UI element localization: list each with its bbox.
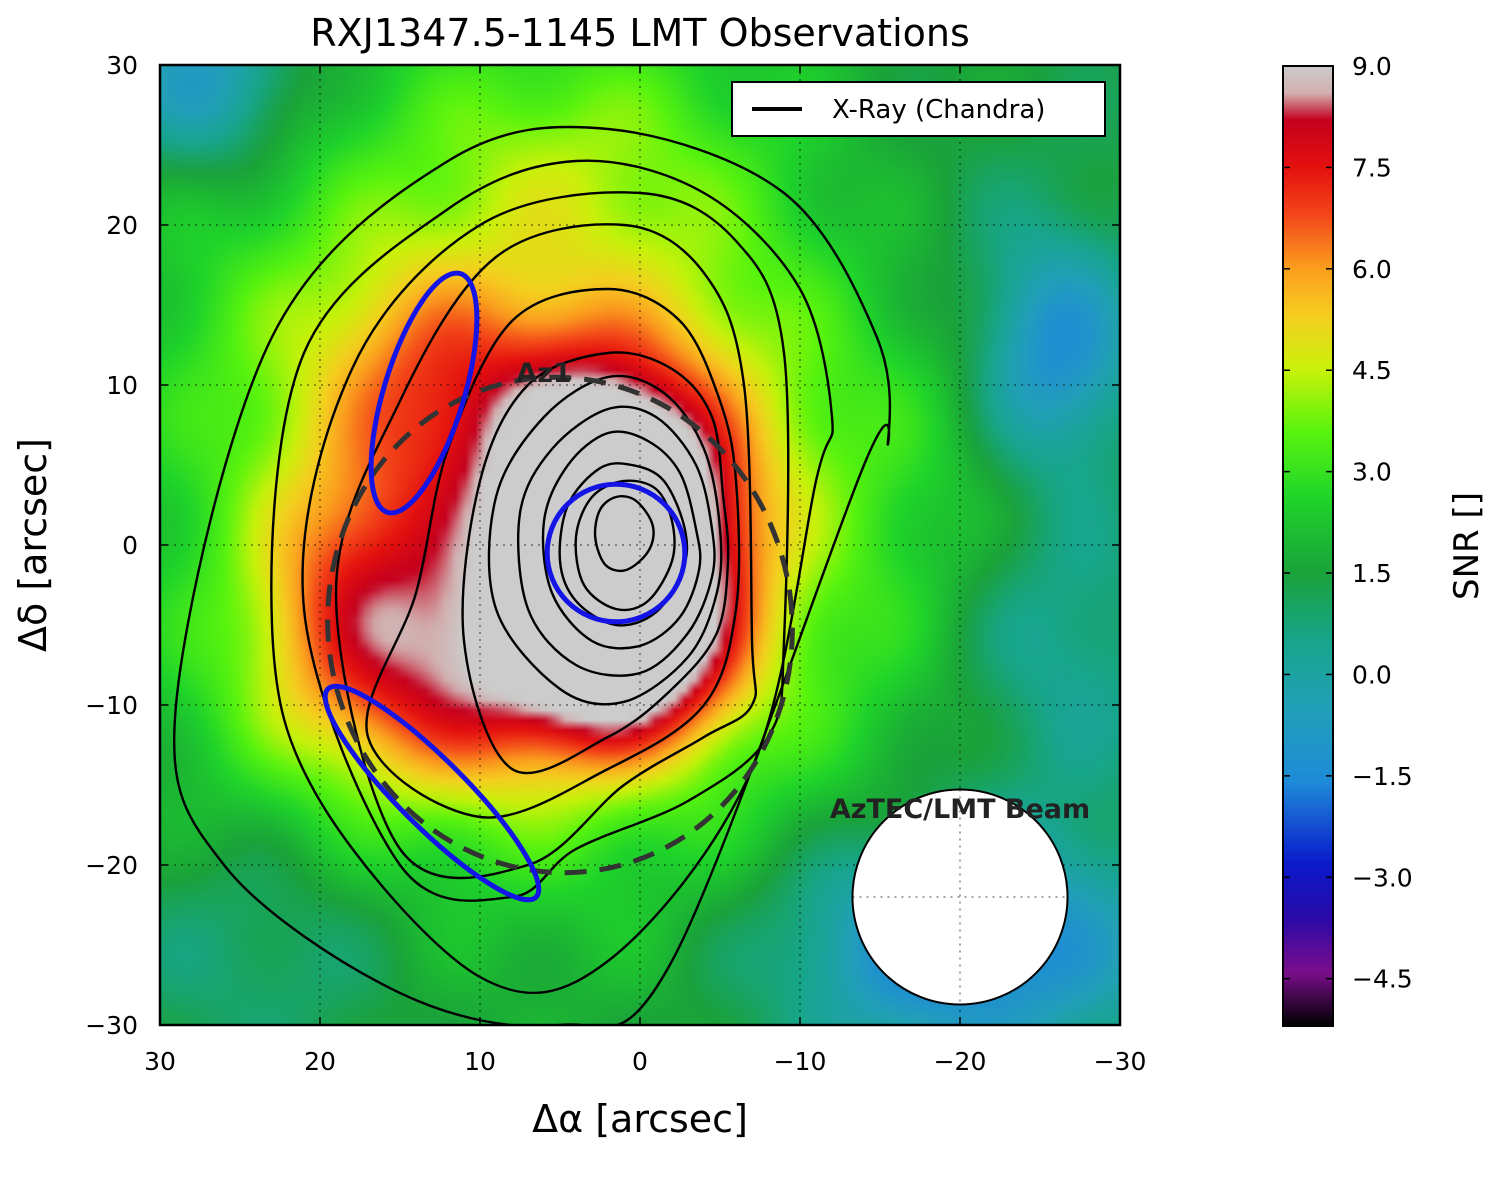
xray-contours bbox=[172, 125, 892, 1025]
xray-contour bbox=[517, 405, 716, 677]
x-tick-label: −10 bbox=[774, 1047, 827, 1076]
x-tick-label: −30 bbox=[1094, 1047, 1147, 1076]
blue-ellipse bbox=[322, 683, 542, 903]
colorbar-tick-label: 3.0 bbox=[1352, 458, 1392, 487]
az1-label: Az1 bbox=[516, 358, 571, 389]
x-tick-label: 20 bbox=[304, 1047, 336, 1076]
colorbar: 9.0 7.5 6.0 4.5 3.0 1.5 0.0 −1.5 −3.0 −4.5 SNR [] bbox=[1282, 52, 1487, 1027]
beam-label: AzTEC/LMT Beam bbox=[830, 794, 1090, 825]
xray-contour bbox=[593, 495, 655, 573]
y-tick-label: −20 bbox=[85, 851, 138, 880]
az1-region-ellipse bbox=[325, 374, 795, 876]
colorbar-tick-label: 6.0 bbox=[1352, 255, 1392, 284]
colorbar-tick-label: 0.0 bbox=[1352, 660, 1392, 689]
y-tick-label: 20 bbox=[106, 211, 138, 240]
xray-contour bbox=[461, 351, 730, 775]
overlays bbox=[322, 270, 1069, 1006]
colorbar-tick-label: 1.5 bbox=[1352, 559, 1392, 588]
y-tick-label: 10 bbox=[106, 371, 138, 400]
y-tick-label: 30 bbox=[106, 51, 138, 80]
xray-contour bbox=[365, 287, 741, 819]
y-tick-label: −10 bbox=[85, 691, 138, 720]
x-tick-label: 30 bbox=[144, 1047, 176, 1076]
colorbar-tick-label: −3.0 bbox=[1352, 863, 1413, 892]
y-tick-label: 0 bbox=[122, 531, 138, 560]
xray-contour bbox=[301, 191, 790, 902]
legend-label-xray: X-Ray (Chandra) bbox=[832, 95, 1045, 125]
xray-contour bbox=[487, 374, 723, 706]
xray-contour bbox=[172, 125, 892, 1025]
chart-title: RXJ1347.5-1145 LMT Observations bbox=[310, 11, 970, 55]
colorbar-tick-label: 4.5 bbox=[1352, 356, 1392, 385]
xray-contour bbox=[541, 430, 702, 650]
colorbar-tick-label: 9.0 bbox=[1352, 52, 1392, 81]
colorbar-tick-label: −1.5 bbox=[1352, 762, 1413, 791]
x-axis-title: Δα [arcsec] bbox=[532, 1097, 748, 1141]
x-tick-label: 10 bbox=[464, 1047, 496, 1076]
colorbar-label: SNR [] bbox=[1447, 492, 1487, 600]
blue-ellipse bbox=[368, 270, 480, 516]
xray-contour bbox=[270, 159, 834, 995]
y-tick-label: −30 bbox=[85, 1011, 138, 1040]
colorbar-gradient bbox=[1282, 65, 1334, 1027]
y-axis-title: Δδ [arcsec] bbox=[11, 438, 55, 652]
colorbar-tick-label: −4.5 bbox=[1352, 965, 1413, 994]
colorbar-ticks: 9.0 7.5 6.0 4.5 3.0 1.5 0.0 −1.5 −3.0 −4.5 bbox=[1283, 52, 1413, 994]
legend: X-Ray (Chandra) bbox=[731, 81, 1106, 137]
x-tick-label: 0 bbox=[632, 1047, 648, 1076]
blue-ellipse bbox=[544, 481, 688, 625]
x-tick-label: −20 bbox=[934, 1047, 987, 1076]
colorbar-tick-label: 7.5 bbox=[1352, 153, 1392, 182]
xray-contour bbox=[574, 479, 676, 612]
